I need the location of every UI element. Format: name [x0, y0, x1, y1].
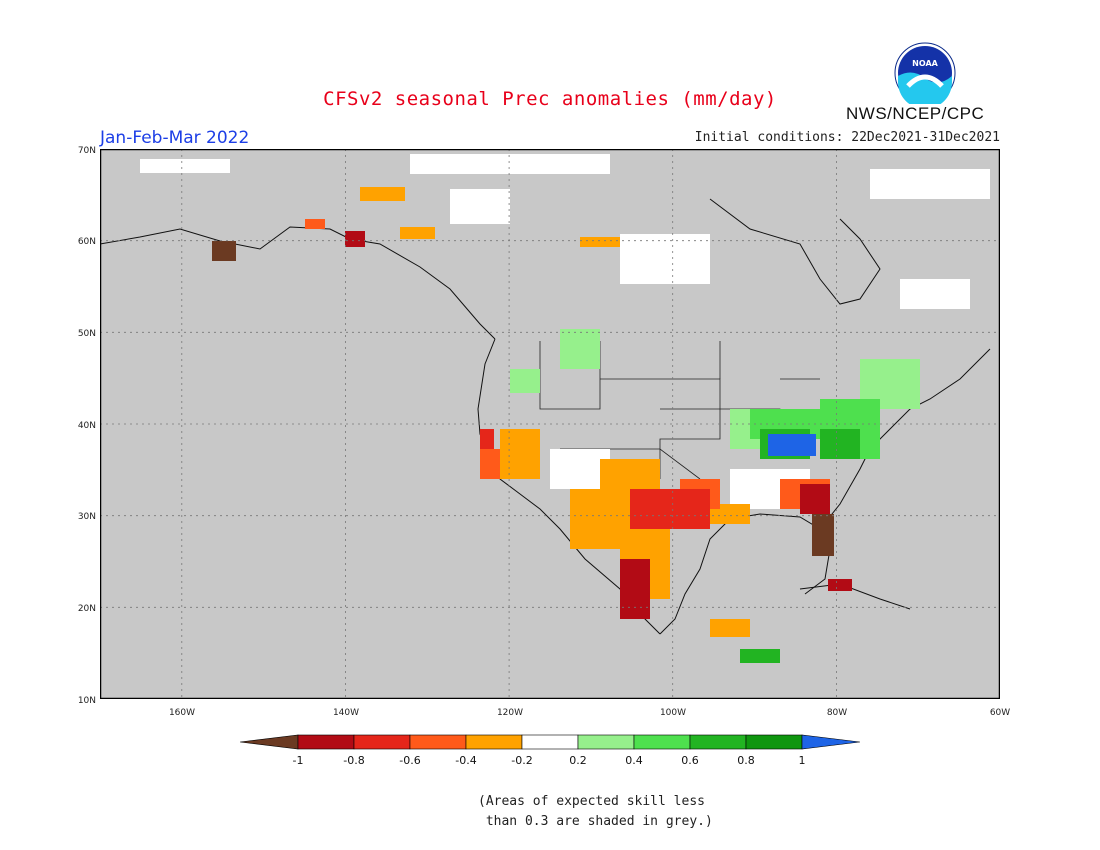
anomaly-cell — [870, 169, 990, 199]
colorbar-arrow-low — [240, 734, 299, 750]
colorbar-label: 0.4 — [625, 754, 643, 767]
lon-label: 60W — [990, 708, 1010, 718]
colorbar-swatch — [745, 734, 803, 750]
anomaly-cell — [620, 559, 650, 619]
lon-label: 100W — [660, 708, 686, 718]
lat-label: 70N — [78, 146, 96, 156]
coastline-hudson — [709, 198, 881, 305]
precip-anomaly-map — [100, 149, 1000, 699]
coastline-atlantic — [819, 348, 991, 530]
colorbar-arrow-high — [801, 734, 860, 750]
anomaly-cell — [820, 429, 860, 459]
agency-label: NWS/NCEP/CPC — [846, 104, 985, 123]
colorbar-swatch — [465, 734, 523, 750]
anomaly-cell — [212, 241, 236, 261]
lon-label: 80W — [827, 708, 847, 718]
lat-label: 50N — [78, 329, 96, 339]
anomaly-cell — [812, 514, 834, 556]
colorbar-swatch — [689, 734, 747, 750]
colorbar-swatch — [297, 734, 355, 750]
colorbar-label: -1 — [293, 754, 304, 767]
anomaly-cell — [345, 231, 365, 247]
anomaly-cell — [140, 159, 230, 173]
chart-title: CFSv2 seasonal Prec anomalies (mm/day) — [323, 88, 777, 110]
colorbar-label: -0.8 — [343, 754, 364, 767]
lat-label: 10N — [78, 696, 96, 706]
lat-label: 40N — [78, 421, 96, 431]
grid-lines — [100, 149, 1000, 699]
anomaly-cell — [620, 234, 710, 284]
anomaly-cell — [900, 279, 970, 309]
colorbar-label: 1 — [799, 754, 806, 767]
colorbar-label: 0.8 — [737, 754, 755, 767]
anomaly-cell — [510, 369, 540, 393]
season-label: Jan-Feb-Mar 2022 — [100, 128, 250, 148]
anomaly-cell — [360, 187, 405, 201]
anomaly-cell — [480, 429, 494, 449]
axis-labels: 70N 60N 50N 40N 30N 20N 10N 160W 140W 12… — [78, 146, 1010, 718]
lon-label: 120W — [497, 708, 523, 718]
colorbar-swatch — [577, 734, 635, 750]
anomaly-cell — [400, 227, 435, 239]
anomaly-cell — [500, 429, 540, 479]
colorbar-swatch — [409, 734, 467, 750]
anomaly-cell — [410, 154, 610, 174]
lon-labels: 160W 140W 120W 100W 80W 60W — [169, 708, 1010, 718]
logo-text: NOAA — [912, 59, 938, 68]
lon-label: 140W — [333, 708, 359, 718]
map-frame — [100, 149, 1000, 699]
anomaly-cell — [710, 619, 750, 637]
colorbar-swatch — [353, 734, 411, 750]
anomaly-cell — [450, 189, 510, 224]
coastline-alaska — [100, 226, 496, 340]
colorbar-label: 0.2 — [569, 754, 587, 767]
colorbar: -1 -0.8 -0.6 -0.4 -0.2 0.2 0.4 0.6 0.8 1 — [240, 734, 860, 767]
anomaly-cell — [580, 237, 620, 247]
colorbar-label: -0.2 — [511, 754, 532, 767]
lat-label: 30N — [78, 512, 96, 522]
colorbar-label: 0.6 — [681, 754, 699, 767]
anomaly-cell — [630, 489, 710, 529]
skill-note: (Areas of expected skill less than 0.3 a… — [478, 794, 713, 829]
anomaly-cell — [305, 219, 325, 229]
initial-conditions-label: Initial conditions: 22Dec2021-31Dec2021 — [694, 130, 1000, 145]
lon-label: 160W — [169, 708, 195, 718]
anomaly-cell — [768, 434, 816, 456]
anomaly-cell — [800, 484, 830, 514]
anomaly-cell — [740, 649, 780, 663]
colorbar-swatch — [633, 734, 691, 750]
colorbar-label: -0.6 — [399, 754, 420, 767]
lat-labels: 70N 60N 50N 40N 30N 20N 10N — [78, 146, 96, 706]
anomaly-cell — [480, 449, 500, 479]
lat-label: 20N — [78, 604, 96, 614]
anomaly-cell — [560, 329, 600, 369]
lat-label: 60N — [78, 237, 96, 247]
colorbar-swatch — [521, 734, 579, 750]
colorbar-label: -0.4 — [455, 754, 476, 767]
anomaly-cells — [140, 154, 990, 663]
noaa-logo: NOAA — [894, 42, 956, 104]
anomaly-cell — [828, 579, 852, 591]
coastlines — [100, 198, 991, 635]
coastline-caribbean — [799, 583, 911, 610]
